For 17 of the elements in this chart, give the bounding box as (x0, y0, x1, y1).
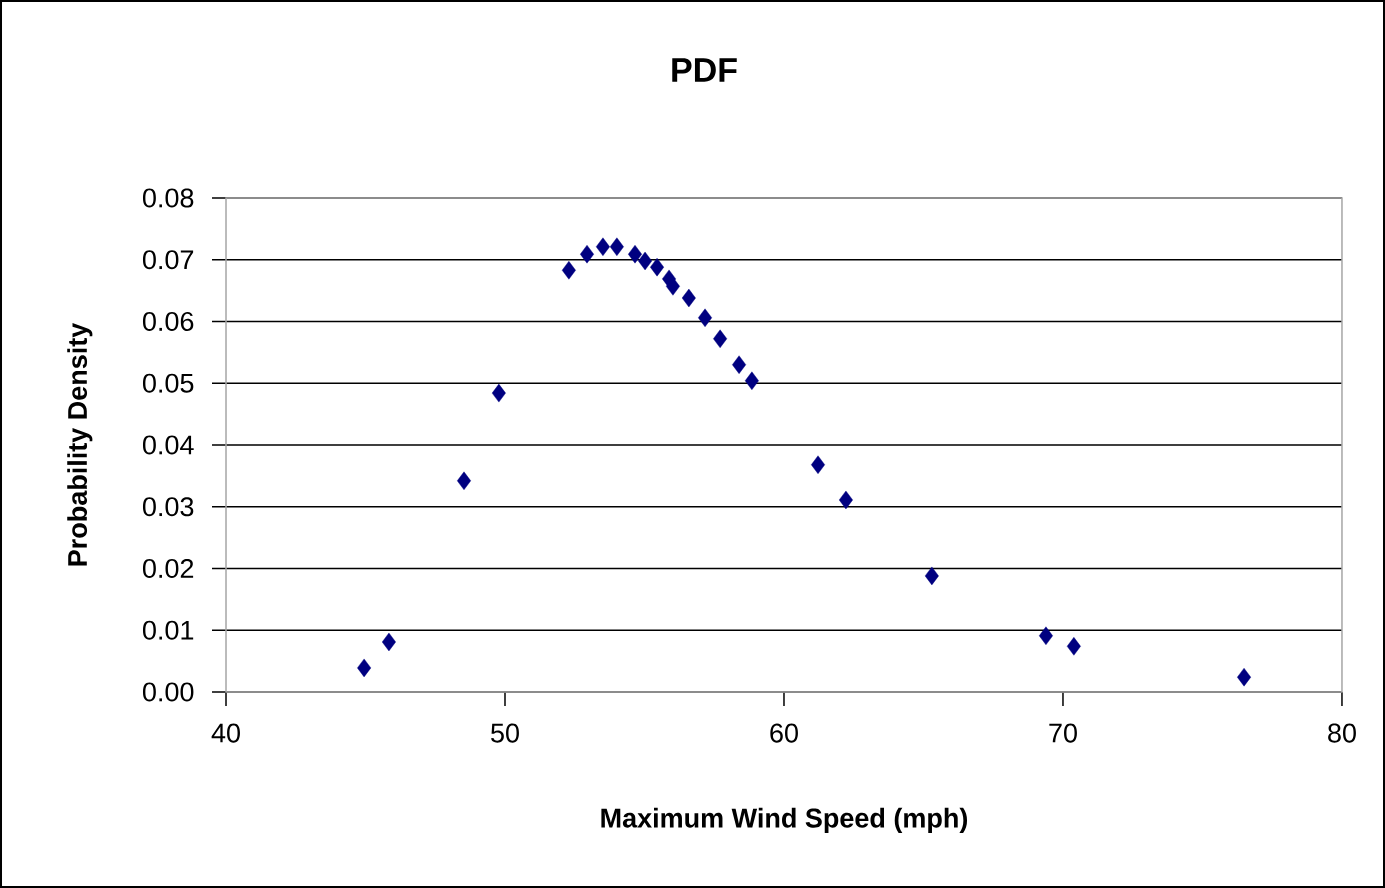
y-tick-label: 0.03 (142, 497, 194, 517)
y-tick-label: 0.07 (142, 250, 194, 270)
y-tick-label: 0.00 (142, 682, 194, 702)
x-tick-label: 70 (1049, 723, 1077, 743)
y-tick-label: 0.06 (142, 311, 194, 332)
y-tick-label: 0.08 (142, 188, 194, 208)
x-tick-label: 50 (491, 723, 519, 743)
x-axis-title: Maximum Wind Speed (mph) (601, 807, 968, 833)
y-axis-title: Probability Density (67, 322, 93, 566)
x-tick-label: 80 (1328, 723, 1356, 743)
y-tick-label: 0.04 (142, 435, 194, 455)
x-tick-label: 60 (770, 723, 798, 743)
y-tick-label: 0.02 (142, 558, 194, 579)
chart-title: PDF (672, 58, 737, 82)
y-tick-label: 0.05 (142, 373, 194, 393)
x-tick-label: 40 (211, 723, 240, 743)
y-tick-label: 0.01 (142, 620, 194, 640)
